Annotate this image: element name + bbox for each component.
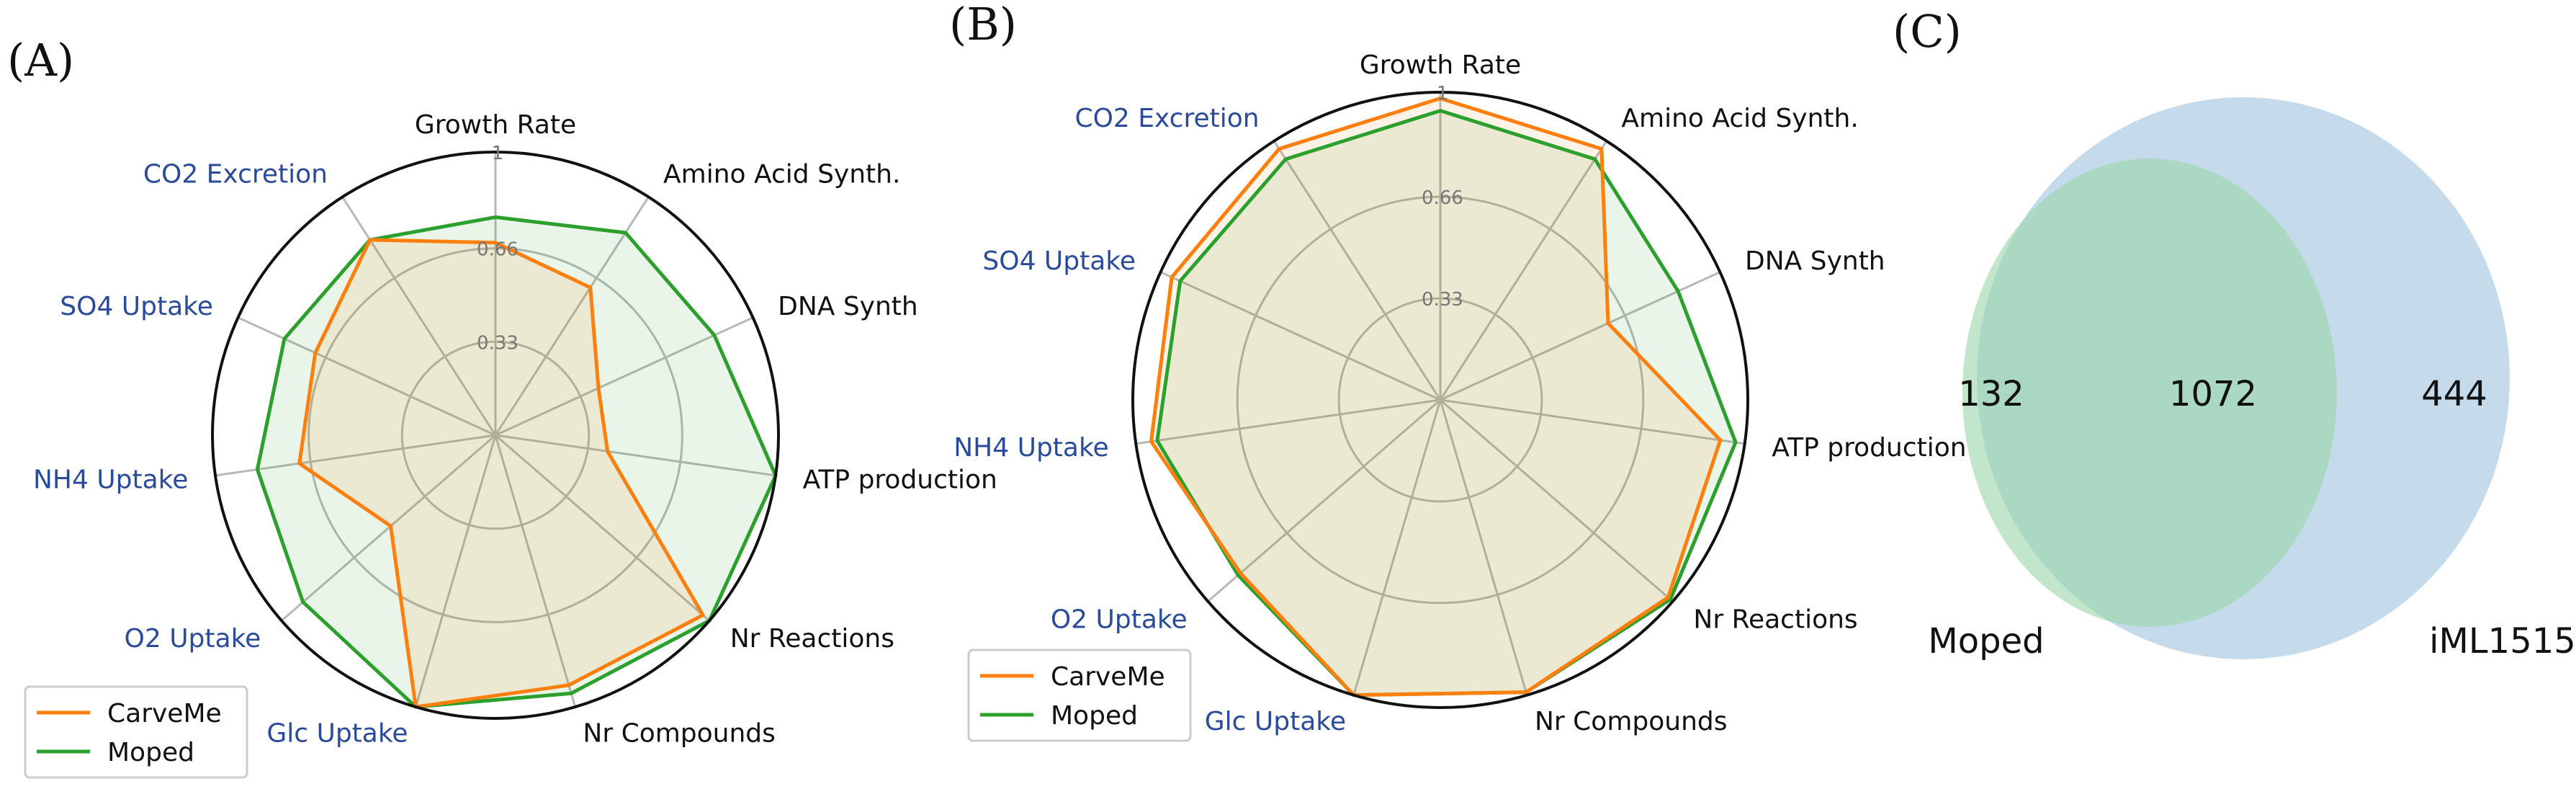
grid-spoke [1439, 140, 1608, 401]
series-area-carveme [1151, 98, 1720, 695]
grid-spoke [1440, 271, 1721, 401]
panel-label-c: (C) [1893, 5, 1962, 58]
legend: CarveMe Moped [967, 648, 1192, 742]
axis-label-glc-uptake: Glc Uptake [266, 719, 408, 749]
axis-label-nr-reactions: Nr Reactions [730, 624, 894, 654]
grid-spoke [215, 434, 496, 477]
series-line-carveme [1149, 97, 1723, 697]
axis-label-nr-compounds: Nr Compounds [583, 719, 776, 749]
series-area-moped [257, 217, 776, 708]
axis-label-growth-rate: Growth Rate [1360, 50, 1521, 80]
axis-label-so4-uptake: SO4 Uptake [982, 246, 1136, 276]
r-tick-label: 0.66 [1422, 187, 1463, 209]
grid-spoke [1439, 399, 1528, 696]
axis-label-so4-uptake: SO4 Uptake [60, 292, 213, 321]
axis-label-dna-synth: DNA Synth [778, 292, 918, 321]
grid-spoke [494, 434, 577, 708]
venn-count-intersection: 1072 [2169, 374, 2257, 414]
legend-frame [24, 685, 248, 779]
venn-set-label-iml1515: iML1515 [2429, 621, 2576, 661]
panel-label-a: (A) [7, 34, 74, 86]
grid-spoke [495, 434, 710, 622]
outer-frame [1131, 91, 1749, 709]
legend-label-carveme: CarveMe [107, 699, 222, 728]
series-area-moped [1157, 110, 1736, 695]
legend-label-moped: Moped [1051, 701, 1138, 731]
axis-label-nr-compounds: Nr Compounds [1535, 707, 1728, 736]
series-line-moped [255, 215, 778, 709]
legend-frame [967, 648, 1192, 742]
axis-label-amino-acid-synth-: Amino Acid Synth. [663, 159, 900, 189]
r-tick-label: 0.33 [1422, 289, 1463, 311]
radar-chart-a: (A) 0.33 0.66 1 Growth Rate Amino Acid Synth… [7, 34, 997, 779]
radar-chart-b: (B) 0.33 0.66 1 Growth Rate Amino Acid Synth… [949, 0, 1967, 742]
grid-spoke [495, 434, 776, 477]
axis-label-atp-production: ATP production [803, 465, 997, 494]
axis-label-nh4-uptake: NH4 Uptake [33, 465, 188, 494]
grid-spoke [281, 434, 496, 622]
series-line-carveme [297, 238, 705, 709]
axis-label-co2-excretion: CO2 Excretion [143, 159, 328, 189]
grid-spoke [1440, 398, 1745, 445]
axis-label-growth-rate: Growth Rate [415, 110, 576, 140]
grid-spoke [237, 316, 496, 437]
r-tick-label: 0.33 [477, 332, 519, 354]
grid-spoke [414, 434, 497, 708]
axis-label-glc-uptake: Glc Uptake [1205, 707, 1346, 736]
axis-label-dna-synth: DNA Synth [1745, 246, 1885, 276]
venn-count-moped-only: 132 [1958, 374, 2024, 414]
axis-label-nh4-uptake: NH4 Uptake [953, 433, 1108, 463]
r-tick-label: 1 [1437, 83, 1449, 104]
outer-frame [211, 151, 780, 720]
venn-set-label-moped: Moped [1928, 621, 2044, 661]
grid-spoke [1440, 398, 1674, 602]
grid-spoke [494, 196, 650, 436]
venn-diagram: (C) 132 1072 444 Moped iML1515 [1893, 5, 2576, 661]
grid-spoke [1207, 398, 1441, 602]
grid-spoke [341, 196, 497, 436]
axis-label-o2-uptake: O2 Uptake [1051, 605, 1188, 635]
grid-spoke [1273, 140, 1442, 401]
axis-label-co2-excretion: CO2 Excretion [1074, 104, 1259, 133]
r-tick-label: 0.66 [477, 239, 519, 261]
legend: CarveMe Moped [24, 685, 248, 779]
r-tick-label: 1 [492, 143, 504, 164]
legend-label-moped: Moped [107, 738, 194, 767]
grid-spoke [1136, 398, 1441, 445]
venn-circle-moped [1962, 159, 2337, 627]
axis-label-amino-acid-synth-: Amino Acid Synth. [1621, 104, 1858, 133]
axis-label-o2-uptake: O2 Uptake [125, 624, 261, 654]
grid-spoke [1159, 271, 1441, 401]
axis-label-nr-reactions: Nr Reactions [1693, 605, 1857, 635]
panel-label-b: (B) [949, 0, 1017, 50]
grid-spoke [495, 316, 754, 437]
axis-label-atp-production: ATP production [1772, 433, 1966, 463]
venn-count-iml1515-only: 444 [2421, 374, 2487, 414]
legend-label-carveme: CarveMe [1051, 662, 1165, 692]
grid-spoke [1352, 399, 1442, 696]
